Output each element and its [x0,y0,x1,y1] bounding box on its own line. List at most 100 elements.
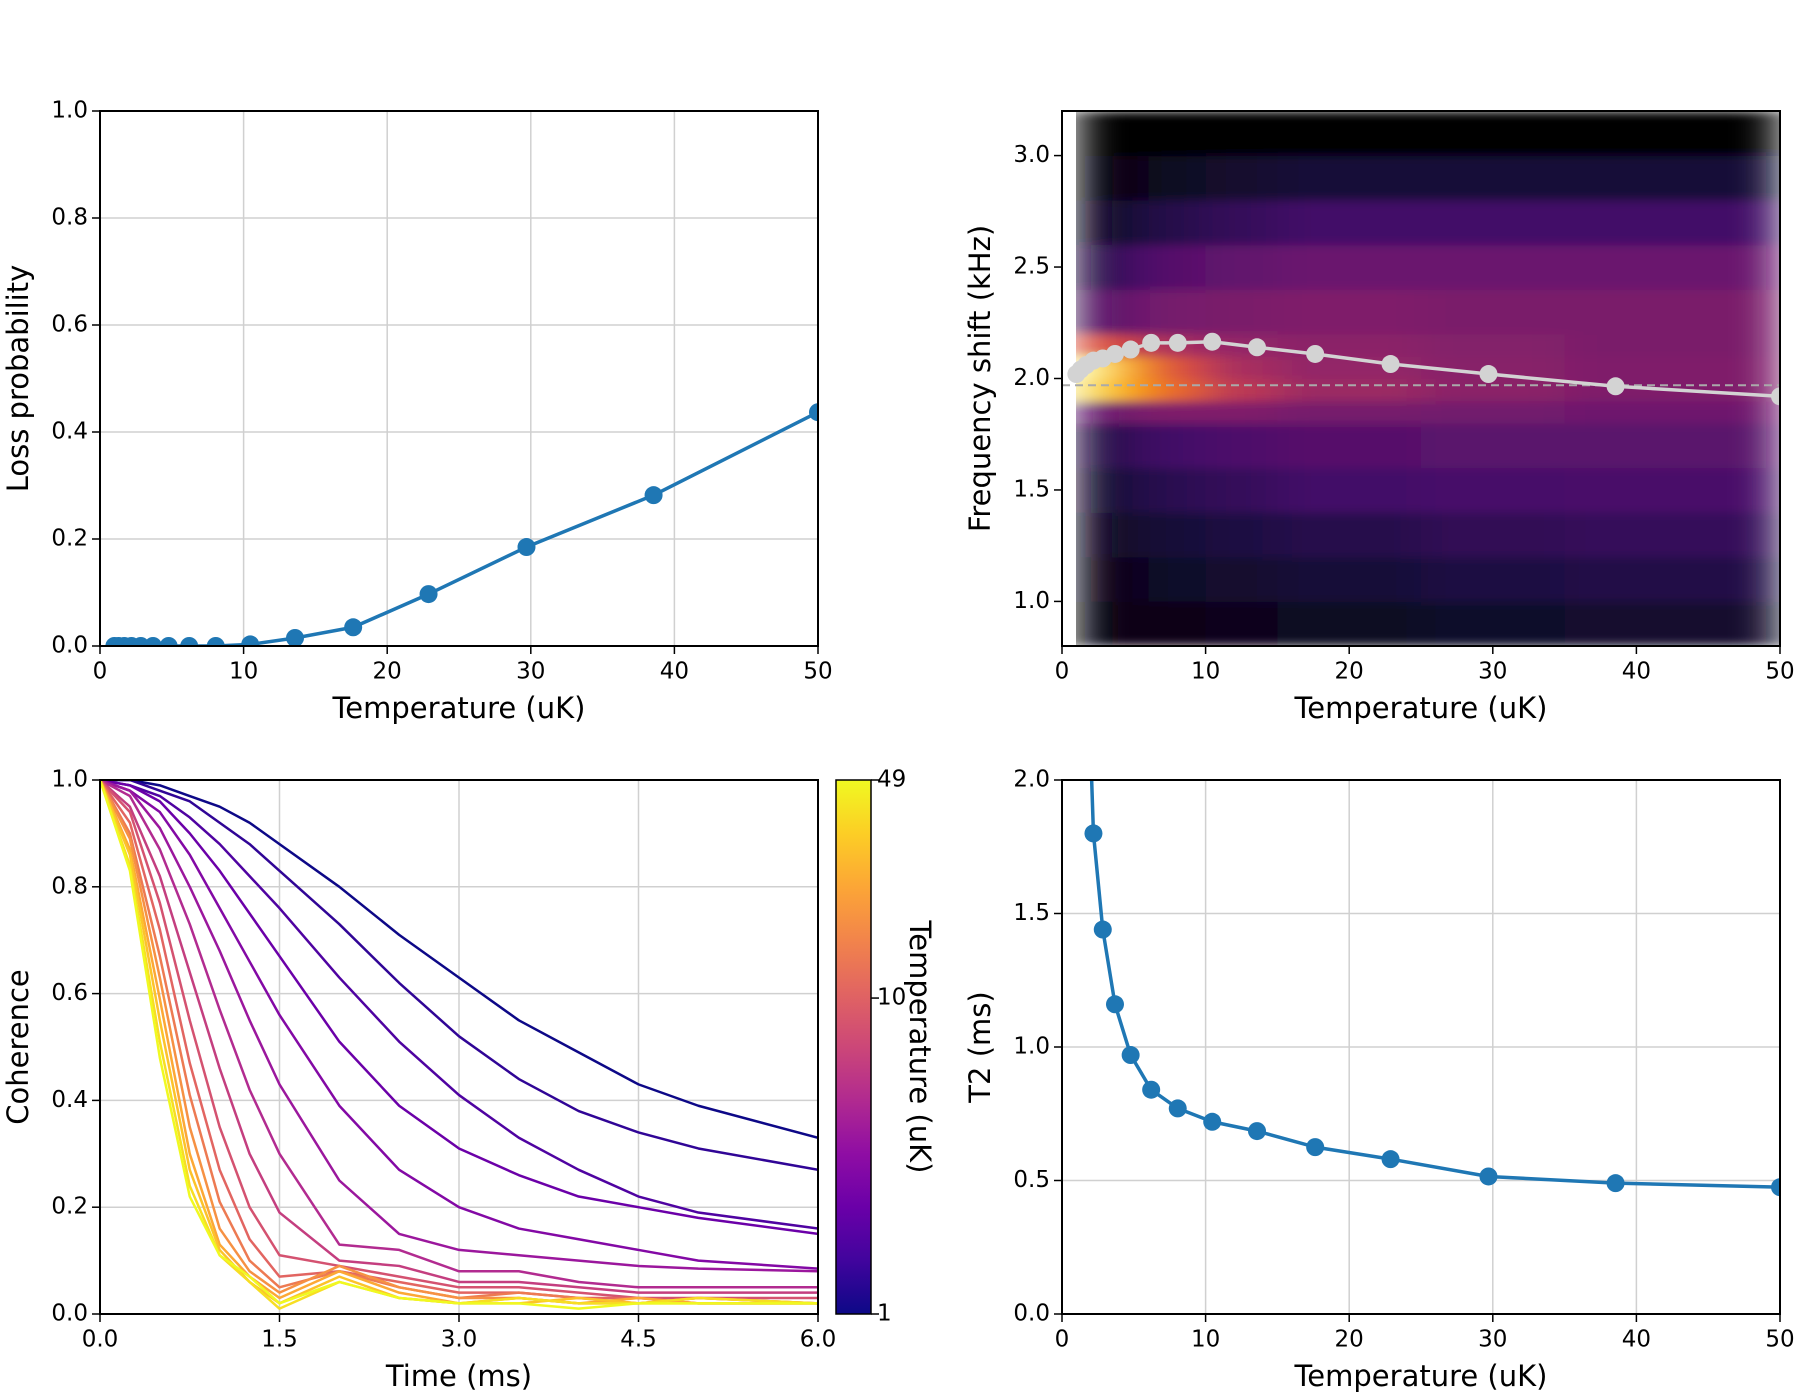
x-tick-label: 20 [1335,659,1364,685]
heatmap-cell [1421,601,1566,646]
heatmap-cell [1421,512,1566,558]
marker [206,637,225,646]
heatmap-cell [1148,356,1207,379]
x-tick-label: 50 [803,659,832,685]
axes: 0 10 20 30 40 50 0.0 0.5 1.0 1.5 2.0 Temperature (u… [963,767,1795,1394]
heatmap-cell [1112,423,1149,469]
marker [1168,333,1187,352]
heatmap-cell [1148,378,1207,402]
marker [1121,1046,1140,1065]
coherence-curve [100,780,818,1230]
heatmap-cell [1205,512,1278,558]
heatmap-cell [1076,200,1092,246]
y-tick-label: 1.0 [51,98,88,124]
y-tick-label: 2.5 [1013,254,1050,280]
marker [159,637,178,646]
marker [180,637,199,646]
marker [1771,387,1780,406]
heatmap-cell [1148,601,1207,646]
heatmap-cell [1421,400,1566,424]
heatmap-cell [1090,423,1113,469]
heatmap-cell [1277,111,1422,157]
heatmap-cell [1148,155,1207,201]
marker [1771,1178,1780,1197]
y-tick-label: 0.0 [51,633,88,659]
marker [1381,355,1400,374]
heatmap-cell [1421,467,1566,513]
heatmap-cell [1148,512,1207,558]
x-tick-label: 0 [93,659,108,685]
x-axis-label: Temperature (uK) [1294,691,1548,725]
heatmap-cell [1277,200,1422,246]
y-tick-label: 0.4 [51,419,88,445]
y-tick-label: 0.0 [1013,1301,1050,1327]
data-line [114,410,818,646]
y-tick-label: 1.0 [51,767,88,793]
heatmap-cell [1421,200,1566,246]
x-axis-label: Temperature (uK) [1294,1359,1548,1393]
colorbar-tick-label: 49 [877,767,906,793]
marker [1105,344,1124,363]
heatmap-cell [1148,200,1207,246]
heatmap-cell [1277,289,1422,335]
heatmap-cell [1205,556,1278,602]
heatmap-cell [1076,601,1092,646]
x-tick-label: 0.0 [82,1327,119,1353]
y-tick-label: 0.2 [51,1194,88,1220]
marker [344,618,363,637]
heatmap-cell [1090,200,1113,246]
y-tick-label: 0.4 [51,1087,88,1113]
heatmap-cell [1090,289,1113,335]
heatmap-cell [1564,512,1780,558]
heatmap-cell [1564,289,1780,335]
heatmap-cell [1090,601,1113,646]
x-axis-label: Temperature (uK) [332,691,586,725]
heatmap [1076,111,1780,646]
heatmap-cell [1277,423,1422,469]
heatmap-cell [1112,289,1149,335]
x-axis-label: Time (ms) [385,1359,532,1393]
heatmap-cell [1205,400,1278,424]
heatmap-cell [1564,111,1780,157]
heatmap-cell [1564,601,1780,646]
plot-area [1062,111,1780,646]
colorbar-tick-label: 1 [877,1301,892,1327]
heatmap-cell [1205,356,1278,379]
heatmap-cell [1112,400,1149,424]
marker [419,585,438,604]
marker [1168,1099,1187,1118]
heatmap-cell [1421,423,1566,469]
y-tick-label: 0.6 [51,980,88,1006]
heatmap-cell [1277,244,1422,290]
marker [286,628,305,646]
heatmap-cell [1112,378,1149,402]
coherence-curve [100,780,818,1273]
marker [1381,1150,1400,1169]
plot-area [105,403,818,646]
heatmap-cell [1148,423,1207,469]
y-tick-label: 0.0 [51,1301,88,1327]
y-tick-label: 1.5 [1013,476,1050,502]
coherence-curve [100,780,818,1236]
marker [1306,1138,1325,1157]
heatmap-cell [1076,400,1092,424]
x-tick-label: 40 [1622,1327,1651,1353]
heatmap-cell [1421,155,1566,201]
heatmap-cell [1090,400,1113,424]
y-tick-label: 0.2 [51,526,88,552]
heatmap-cell [1090,378,1113,402]
heatmap-cell [1076,467,1092,513]
coherence-curve [100,780,818,1289]
heatmap-cell [1277,601,1422,646]
y-tick-label: 3.0 [1013,142,1050,168]
y-tick-label: 0.8 [51,205,88,231]
heatmap-cell [1564,556,1780,602]
x-tick-label: 40 [1622,659,1651,685]
marker [1142,1080,1161,1099]
coherence-curve [100,780,818,1139]
x-tick-label: 50 [1765,1327,1794,1353]
heatmap-cell [1148,244,1207,290]
heatmap-cell [1421,378,1566,402]
heatmap-cell [1148,289,1207,335]
heatmap-cell [1076,155,1092,201]
